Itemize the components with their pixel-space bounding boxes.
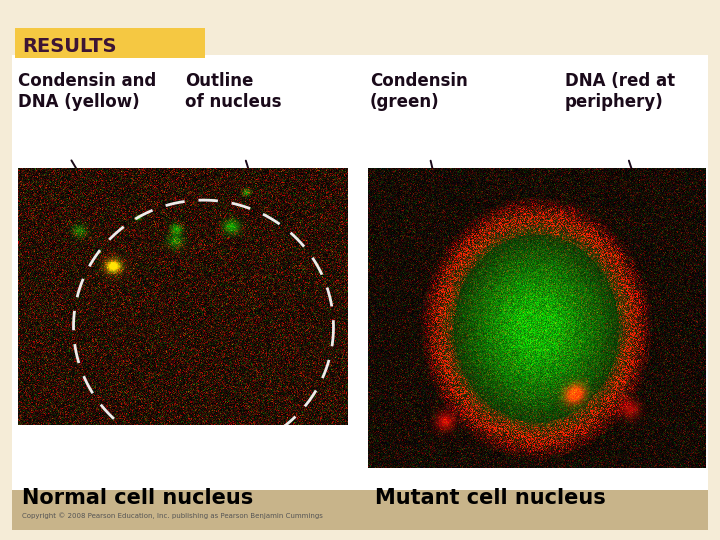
FancyBboxPatch shape — [12, 55, 708, 530]
Text: DNA (red at
periphery): DNA (red at periphery) — [565, 72, 675, 111]
FancyBboxPatch shape — [12, 490, 708, 530]
Text: Outline
of nucleus: Outline of nucleus — [185, 72, 282, 111]
Text: Normal cell nucleus: Normal cell nucleus — [22, 488, 253, 508]
Text: Mutant cell nucleus: Mutant cell nucleus — [375, 488, 606, 508]
Text: Condensin
(green): Condensin (green) — [370, 72, 468, 111]
Text: Condensin and
DNA (yellow): Condensin and DNA (yellow) — [18, 72, 156, 111]
FancyBboxPatch shape — [15, 28, 205, 58]
Text: RESULTS: RESULTS — [22, 37, 117, 56]
Text: Copyright © 2008 Pearson Education, Inc. publishing as Pearson Benjamin Cummings: Copyright © 2008 Pearson Education, Inc.… — [22, 512, 323, 519]
